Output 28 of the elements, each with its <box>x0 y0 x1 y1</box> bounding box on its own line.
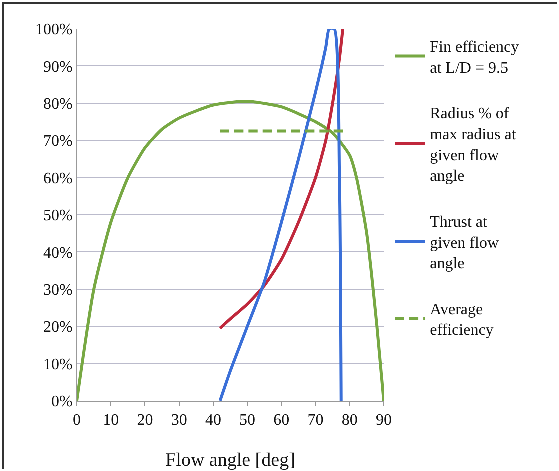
x-tick-label: 80 <box>342 412 358 430</box>
y-tick-label: 10% <box>43 356 73 374</box>
legend-label: Radius % of max radius at given flow angle <box>430 106 517 186</box>
x-tick-label: 10 <box>103 412 120 430</box>
x-tick-label: 70 <box>308 412 324 430</box>
x-tick-label: 90 <box>376 412 392 430</box>
x-tick-label: 0 <box>73 412 81 430</box>
y-tick-label: 60% <box>43 170 73 188</box>
y-tick-label: 0% <box>51 394 73 411</box>
y-tick-label: 80% <box>43 96 73 113</box>
legend-label: Thrust at given flow angle <box>430 214 500 273</box>
x-tick-label: 60 <box>274 412 290 430</box>
x-axis-title: Flow angle [deg] <box>166 450 296 471</box>
x-tick-label: 50 <box>240 412 256 430</box>
y-tick-label: 70% <box>43 133 73 150</box>
x-tick-label: 40 <box>205 412 222 430</box>
line-series <box>218 29 345 330</box>
y-tick-label: 90% <box>43 58 73 76</box>
y-tick-label: 50% <box>43 208 73 225</box>
x-tick-label: 20 <box>137 412 154 430</box>
x-tick-label: 30 <box>171 412 188 430</box>
legend-label: Average efficiency <box>430 301 494 340</box>
y-tick-label: 20% <box>43 319 73 336</box>
line-series <box>218 29 343 401</box>
y-tick-label: 30% <box>43 282 73 299</box>
y-tick-label: 40% <box>43 244 73 262</box>
legend-label: Fin efficiency at L/D = 9.5 <box>430 39 520 77</box>
y-tick-label: 100% <box>35 22 73 39</box>
